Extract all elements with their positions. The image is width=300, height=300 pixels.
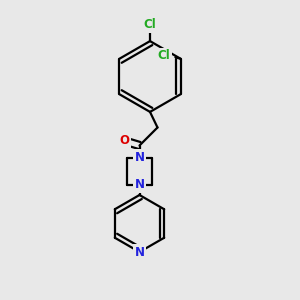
Text: Cl: Cl	[144, 18, 156, 31]
Text: N: N	[134, 178, 145, 191]
Text: N: N	[134, 151, 145, 164]
Text: N: N	[134, 245, 145, 259]
Text: Cl: Cl	[158, 49, 170, 62]
Text: O: O	[119, 134, 130, 148]
